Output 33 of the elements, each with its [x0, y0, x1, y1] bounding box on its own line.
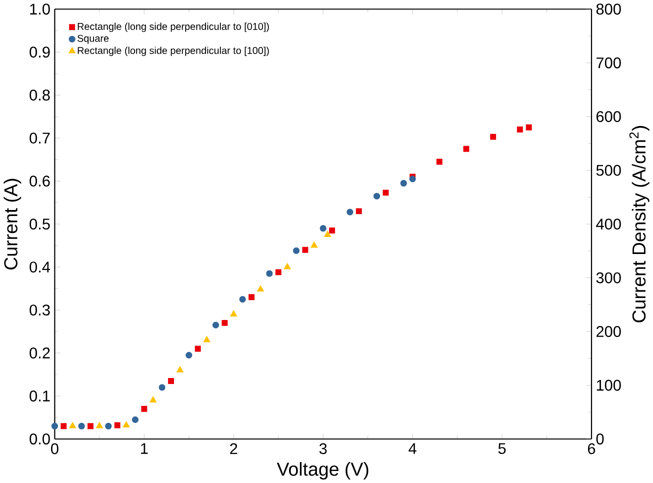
- y2-tick-label: 200: [596, 326, 621, 337]
- y-tick-label: 0.0: [30, 433, 50, 444]
- x-tick-label: 5: [498, 443, 506, 454]
- y2-tick-label: 0: [596, 433, 604, 444]
- y2-tick-label: 100: [596, 380, 621, 391]
- x-tick-label: 4: [408, 443, 416, 454]
- y2-tick-label: 600: [596, 111, 621, 122]
- x-axis-title: Voltage (V): [276, 462, 368, 480]
- y2-tick-label: 700: [596, 57, 621, 68]
- y-tick-label: 0.5: [30, 218, 50, 230]
- y2-tick-label: 500: [596, 164, 621, 176]
- y-tick-label: 0.2: [30, 347, 50, 358]
- y-tick-label: 0.4: [30, 261, 50, 272]
- y-tick-label: 0.7: [30, 132, 50, 144]
- y2-axis-title: Current Density (A/cm$^{2}$): [629, 126, 650, 322]
- x-tick-label: 2: [230, 443, 238, 454]
- x-tick-label: 1: [141, 443, 148, 454]
- y2-tick-label: 400: [596, 218, 621, 230]
- y2-tick-label: 800: [596, 4, 621, 15]
- y-tick-label: 0.3: [30, 304, 50, 316]
- y-tick-label: 0.9: [30, 46, 50, 58]
- legend-label: Rectangle (long side perpendicular to [100]): [78, 46, 269, 56]
- y-tick-label: 0.1: [30, 390, 50, 402]
- y-tick-label: 1.0: [30, 4, 50, 15]
- y-tick-label: 0.6: [30, 176, 50, 186]
- x-tick-label: 6: [588, 443, 596, 454]
- y-tick-label: 0.8: [30, 90, 50, 100]
- y2-tick-label: 300: [596, 272, 621, 284]
- y-axis-title: Current (A): [4, 178, 22, 270]
- x-tick-label: 0: [51, 443, 58, 454]
- legend-label: Rectangle (long side perpendicular to [010]): [78, 22, 269, 32]
- x-tick-label: 3: [319, 443, 327, 454]
- legend-label: Square: [78, 34, 109, 44]
